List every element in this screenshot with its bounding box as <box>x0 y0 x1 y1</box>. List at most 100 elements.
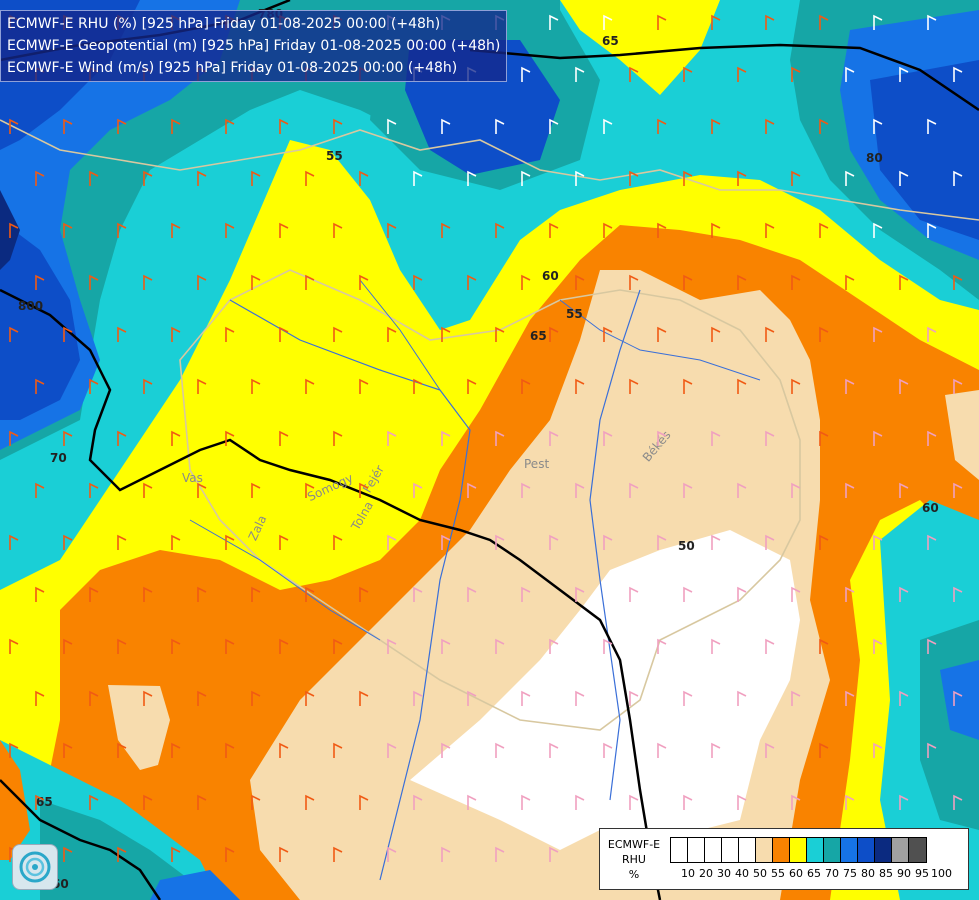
wind-barb-icon <box>35 690 45 706</box>
rhu-area-darkblue-ne <box>870 60 979 240</box>
wind-barb-icon <box>953 482 963 498</box>
wind-barb-icon <box>575 378 585 394</box>
wind-barb-icon <box>629 586 639 602</box>
wind-barb-icon <box>737 482 747 498</box>
colorbar-swatch <box>875 838 892 862</box>
wind-barb-icon <box>359 274 369 290</box>
wind-barb-icon <box>765 742 775 758</box>
wind-barb-icon <box>765 534 775 550</box>
wind-barb-icon <box>279 534 289 550</box>
wind-barb-icon <box>413 170 423 186</box>
wind-barb-icon <box>305 586 315 602</box>
wind-barb-icon <box>279 222 289 238</box>
wind-barb-icon <box>441 430 451 446</box>
wind-barb-icon <box>413 586 423 602</box>
colorbar-swatches <box>670 837 927 863</box>
wind-barb-icon <box>873 326 883 342</box>
wind-barb-icon <box>117 430 127 446</box>
wind-barb-icon <box>63 534 73 550</box>
wind-barb-icon <box>603 222 613 238</box>
wind-barb-icon <box>441 222 451 238</box>
colorbar-swatch <box>722 838 739 862</box>
wind-barb-icon <box>845 170 855 186</box>
wind-barb-icon <box>765 222 775 238</box>
wind-barb-icon <box>251 586 261 602</box>
wind-barb-icon <box>737 586 747 602</box>
wind-barb-icon <box>711 742 721 758</box>
wind-barb-icon <box>467 274 477 290</box>
wind-barb-icon <box>279 742 289 758</box>
geopotential-sw-contour <box>0 779 162 900</box>
wind-barb-icon <box>683 586 693 602</box>
colorbar-tick-label: 80 <box>861 867 875 880</box>
wind-barb-icon <box>521 482 531 498</box>
colorbar-label: ECMWF-E RHU % <box>604 837 664 882</box>
colorbar-label-unit: % <box>628 868 640 881</box>
contour-label-5: 800 <box>18 299 43 313</box>
wind-barb-icon <box>225 846 235 862</box>
wind-barb-icon <box>225 638 235 654</box>
wind-barb-icon <box>791 170 801 186</box>
wind-barb-icon <box>927 222 937 238</box>
wind-barb-icon <box>413 482 423 498</box>
wind-barb-icon <box>629 690 639 706</box>
wind-barb-icon <box>467 690 477 706</box>
wind-barb-icon <box>927 14 937 30</box>
wind-barb-icon <box>279 846 289 862</box>
wind-barb-icon <box>603 638 613 654</box>
wind-barb-icon <box>711 14 721 30</box>
wind-barb-icon <box>251 482 261 498</box>
wind-barb-icon <box>63 118 73 134</box>
wind-barb-icon <box>657 118 667 134</box>
wind-barb-icon <box>225 534 235 550</box>
wind-barb-icon <box>575 586 585 602</box>
wind-barb-icon <box>953 66 963 82</box>
wind-barb-icon <box>63 222 73 238</box>
wind-barb-icon <box>35 482 45 498</box>
wind-barb-icon <box>63 326 73 342</box>
wind-barb-icon <box>549 638 559 654</box>
wind-barb-icon <box>765 638 775 654</box>
wind-barb-icon <box>333 638 343 654</box>
contour-label-8: 55 <box>566 307 583 321</box>
wind-barb-icon <box>63 638 73 654</box>
wind-barb-icon <box>819 534 829 550</box>
wind-barb-icon <box>197 690 207 706</box>
wind-barb-icon <box>35 586 45 602</box>
wind-barb-icon <box>819 742 829 758</box>
wind-barb-icon <box>305 794 315 810</box>
wind-barb-icon <box>171 118 181 134</box>
colorbar-tick-label: 65 <box>807 867 821 880</box>
colorbar-swatch <box>892 838 909 862</box>
colorbar-label-variable: RHU <box>622 853 646 866</box>
colorbar-swatch <box>705 838 722 862</box>
wind-barb-icon <box>603 430 613 446</box>
wind-barb-icon <box>117 742 127 758</box>
wind-barb-icon <box>333 534 343 550</box>
wind-barb-icon <box>657 222 667 238</box>
wind-barb-icon <box>495 846 505 862</box>
colorbar-swatch <box>773 838 790 862</box>
colorbar-tick-label: 50 <box>753 867 767 880</box>
wind-barb-icon <box>441 638 451 654</box>
wind-barb-icon <box>765 430 775 446</box>
wind-barb-icon <box>117 638 127 654</box>
wind-barb-icon <box>549 430 559 446</box>
wind-barb-icon <box>143 274 153 290</box>
wind-barb-icon <box>737 274 747 290</box>
wind-barb-icon <box>603 118 613 134</box>
region-label-vas: Vas <box>182 471 203 485</box>
wind-barb-icon <box>521 378 531 394</box>
wind-barb-icon <box>657 534 667 550</box>
wind-barb-icon <box>89 794 99 810</box>
rhu-area-teal-sw <box>40 800 200 900</box>
wind-barb-icon <box>845 690 855 706</box>
colorbar-swatch <box>841 838 858 862</box>
wind-barb-icon <box>333 222 343 238</box>
wind-barb-icon <box>387 118 397 134</box>
wind-barb-icon <box>413 690 423 706</box>
wind-barb-icon <box>333 326 343 342</box>
wind-barb-icon <box>63 742 73 758</box>
wind-barb-icon <box>359 378 369 394</box>
wind-barb-icon <box>387 742 397 758</box>
